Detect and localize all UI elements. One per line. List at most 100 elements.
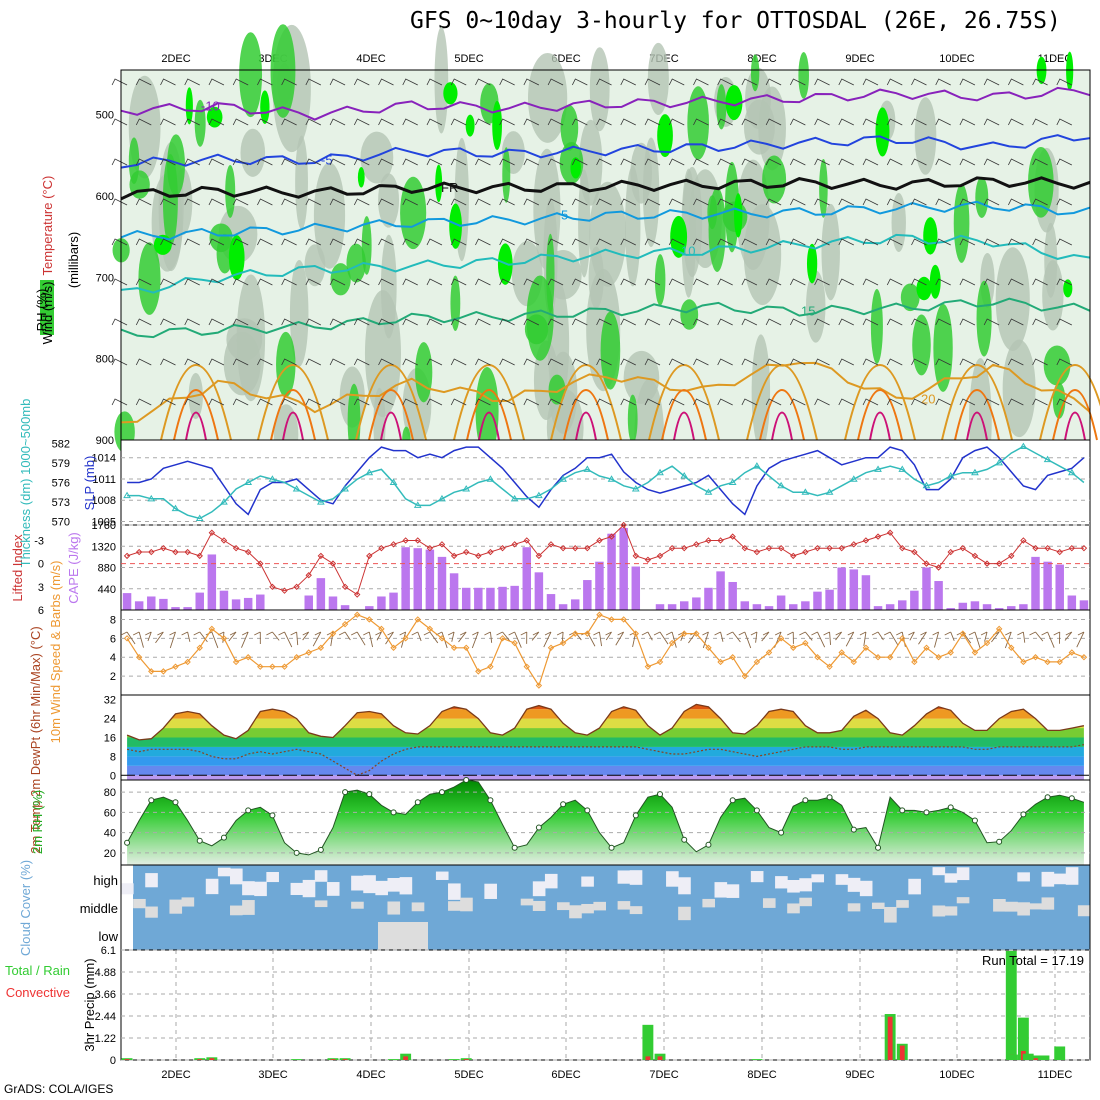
wind-barb — [523, 198, 540, 206]
wind-barb — [329, 238, 346, 246]
li-point — [220, 537, 228, 544]
cape-bar — [667, 604, 677, 610]
rh-gray-area — [240, 128, 266, 177]
wind-point — [886, 654, 894, 661]
wind-barb — [184, 398, 200, 406]
rh-legend-swatch — [40, 280, 54, 335]
temp-band — [127, 765, 1084, 776]
wind-barb — [208, 318, 225, 326]
wind-barb — [571, 278, 588, 286]
wind-point — [644, 663, 652, 670]
clear-high-segment — [448, 883, 461, 900]
wind-barb — [596, 118, 612, 126]
rh-bright-area — [916, 276, 932, 301]
wind-barb — [741, 198, 758, 206]
cape-bar — [1079, 600, 1089, 610]
day-label-bottom: 3DEC — [258, 1069, 287, 1081]
rh-gray-area — [805, 270, 826, 343]
contour-30 — [380, 411, 402, 441]
rh-green-area — [138, 242, 161, 315]
rh-gray-area — [647, 42, 669, 116]
cape-bar — [704, 587, 713, 610]
wind-point — [414, 616, 421, 623]
wind-barb — [184, 278, 200, 286]
wind-barb — [257, 238, 273, 246]
wind-barb — [1056, 318, 1073, 326]
clear-middle-segment — [557, 902, 570, 911]
rh-gray-area — [527, 52, 568, 143]
clear-middle-segment — [617, 901, 631, 910]
wind-barb — [862, 78, 879, 86]
wind-barb — [475, 398, 491, 406]
wind-barb — [571, 398, 588, 406]
rh-point — [826, 794, 833, 801]
cape-tick: 1320 — [92, 541, 116, 553]
rh-point — [148, 797, 155, 804]
wind-barb — [717, 318, 733, 326]
thickness-point — [341, 485, 349, 492]
wind-point — [862, 644, 870, 651]
rh-green-area — [933, 303, 953, 392]
wind-barb — [329, 398, 346, 406]
wind-point — [584, 630, 591, 637]
wind-barb — [596, 238, 612, 246]
upper-ylabel: Wind (m/s)Temperature (°C) — [40, 176, 55, 345]
rh-tick: 40 — [104, 828, 116, 840]
wind-point — [826, 663, 833, 670]
wind-barb — [523, 238, 540, 246]
thickness-point — [147, 494, 156, 502]
contour-20 — [941, 364, 1013, 441]
wind-barb — [862, 118, 879, 126]
wind-barb — [402, 278, 418, 286]
day-label-top: 2DEC — [161, 53, 190, 65]
wind-barb — [378, 78, 394, 86]
temp-band — [127, 775, 1084, 780]
wind-barb — [547, 158, 564, 166]
wind-barb — [911, 78, 927, 86]
wind-barb — [402, 198, 418, 206]
clear-middle-segment — [762, 898, 776, 908]
wind-point — [935, 654, 942, 661]
li-point — [596, 537, 603, 544]
wind-barb — [871, 631, 884, 641]
wind-barb — [845, 631, 855, 647]
wind-barb — [932, 631, 940, 648]
rh-point — [1044, 794, 1051, 801]
wind-point — [790, 644, 797, 651]
rh-gray-area — [589, 181, 627, 287]
wind-barb — [959, 198, 976, 206]
li-point — [826, 544, 833, 552]
rh-green-area — [1043, 345, 1071, 386]
wind-point — [475, 668, 482, 675]
rh-point — [366, 791, 373, 798]
rh-gray-area — [681, 168, 696, 298]
wind-barb — [290, 631, 299, 646]
rh-point — [584, 807, 591, 814]
clear-high-segment — [944, 873, 958, 883]
clear-high-segment — [302, 879, 316, 898]
wind-barb — [620, 318, 636, 326]
slp-thickness-panel: 1005 1008 1011 1014 570 573 576 579 582 Thickness… — [18, 399, 1091, 567]
panel-frame — [120, 439, 1091, 526]
wind-barb — [862, 238, 879, 246]
wind-barb — [305, 398, 322, 406]
rh-bright-area — [1063, 279, 1073, 298]
wind-point — [729, 654, 736, 661]
wind-barb — [450, 398, 467, 406]
cape-bar — [377, 596, 386, 610]
clear-high-segment — [121, 883, 134, 895]
rh-point — [657, 791, 664, 798]
isotherm-line — [120, 86, 1091, 121]
rh-gray-area — [1042, 260, 1064, 331]
wind-barb — [426, 318, 443, 326]
clear-high-segment — [581, 876, 594, 887]
rh-legend-label: RH (%) — [34, 289, 49, 332]
thickness-point — [220, 498, 228, 505]
wind-point — [366, 616, 373, 623]
rh-shading — [112, 24, 1074, 494]
wind-barb — [811, 631, 826, 648]
wind-barb — [789, 78, 806, 86]
clear-middle-segment — [678, 906, 691, 921]
wind-barb — [935, 158, 951, 166]
cape-bar — [970, 601, 980, 610]
